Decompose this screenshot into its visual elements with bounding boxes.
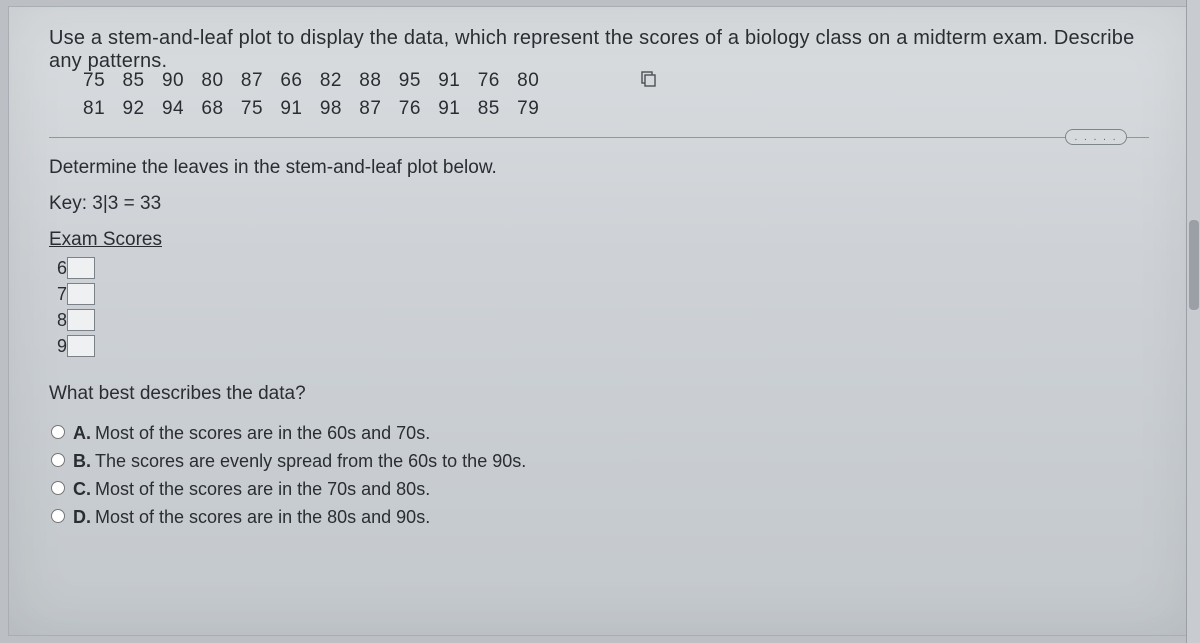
scores-title: Exam Scores: [49, 229, 1149, 251]
stem-label: 7: [49, 281, 67, 307]
stem-label: 9: [49, 333, 67, 359]
instruction-text: Determine the leaves in the stem-and-lea…: [49, 157, 1149, 179]
option-c[interactable]: C.Most of the scores are in the 70s and …: [51, 475, 1149, 503]
option-text: Most of the scores are in the 70s and 80…: [95, 479, 430, 499]
stem-row: 8: [49, 307, 95, 333]
option-a[interactable]: A.Most of the scores are in the 60s and …: [51, 419, 1149, 447]
leaf-input-7[interactable]: [67, 283, 95, 305]
option-letter: C.: [73, 479, 91, 499]
answer-section: Determine the leaves in the stem-and-lea…: [49, 157, 1149, 531]
option-d[interactable]: D.Most of the scores are in the 80s and …: [51, 503, 1149, 531]
data-row-2: 81 92 94 68 75 91 98 87 76 91 85 79: [83, 95, 539, 123]
stem-row: 9: [49, 333, 95, 359]
divider-line: [49, 137, 1149, 138]
stem-leaf-table: 6 7 8 9: [49, 255, 95, 359]
stem-label: 6: [49, 255, 67, 281]
option-letter: B.: [73, 451, 91, 471]
radio-a[interactable]: [51, 425, 65, 439]
option-letter: D.: [73, 507, 91, 527]
leaf-input-8[interactable]: [67, 309, 95, 331]
leaf-input-9[interactable]: [67, 335, 95, 357]
stem-label: 8: [49, 307, 67, 333]
option-text: The scores are evenly spread from the 60…: [95, 451, 526, 471]
option-letter: A.: [73, 423, 91, 443]
question-panel: Use a stem-and-leaf plot to display the …: [8, 6, 1192, 636]
data-values-block: 75 85 90 80 87 66 82 88 95 91 76 80 81 9…: [83, 67, 539, 123]
option-text: Most of the scores are in the 60s and 70…: [95, 423, 430, 443]
key-text: Key: 3|3 = 33: [49, 193, 1149, 215]
dotted-pill-icon[interactable]: . . . . .: [1065, 129, 1127, 145]
vertical-scrollbar[interactable]: [1186, 0, 1200, 643]
leaf-input-6[interactable]: [67, 257, 95, 279]
stem-row: 6: [49, 255, 95, 281]
copy-icon[interactable]: [639, 71, 657, 87]
data-row-1: 75 85 90 80 87 66 82 88 95 91 76 80: [83, 67, 539, 95]
question-2-text: What best describes the data?: [49, 383, 1149, 405]
radio-b[interactable]: [51, 453, 65, 467]
stem-row: 7: [49, 281, 95, 307]
options-group: A.Most of the scores are in the 60s and …: [51, 419, 1149, 531]
option-text: Most of the scores are in the 80s and 90…: [95, 507, 430, 527]
scrollbar-thumb[interactable]: [1189, 220, 1199, 310]
radio-c[interactable]: [51, 481, 65, 495]
radio-d[interactable]: [51, 509, 65, 523]
option-b[interactable]: B.The scores are evenly spread from the …: [51, 447, 1149, 475]
